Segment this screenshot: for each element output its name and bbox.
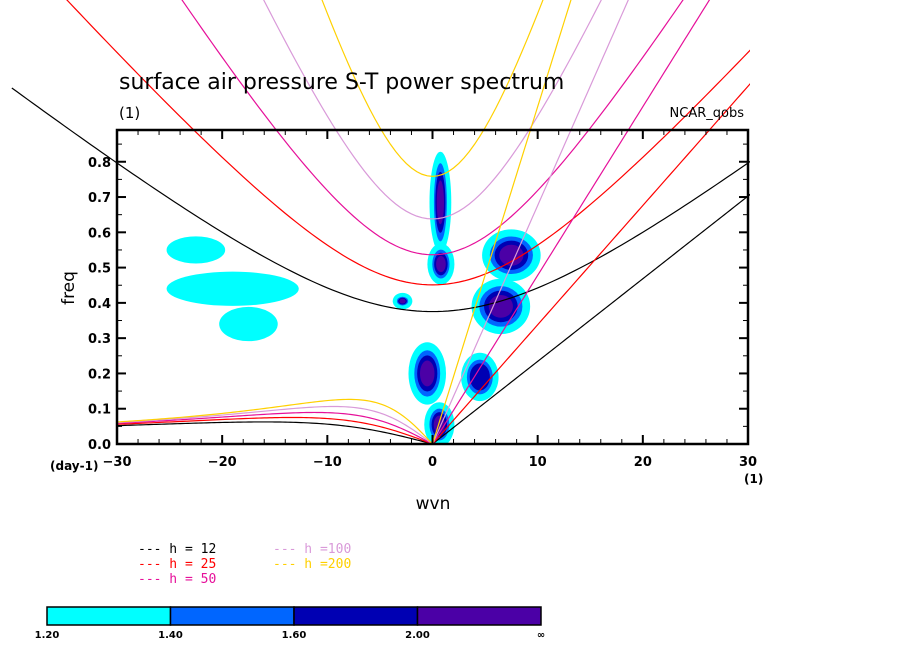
- y-unit-label: (day-1): [50, 459, 98, 473]
- x-tick-label: −30: [103, 455, 132, 470]
- x-tick-label: 10: [529, 455, 547, 470]
- colorbar-swatch: [46, 606, 172, 626]
- colorbar-swatch: [293, 606, 419, 626]
- gravity-curve-100: [263, 0, 602, 220]
- rossby-curve-100: [116, 405, 433, 445]
- colorbar-label: ∞: [537, 630, 545, 641]
- kelvin-curve-200: [431, 0, 572, 445]
- x-axis-label: wvn: [416, 494, 451, 514]
- gravity-curve-25: [66, 0, 750, 286]
- spectral-contour-wvn-3-blob: [399, 298, 406, 304]
- colorbar: 1.20 1.40 1.60 2.00 ∞: [35, 606, 545, 641]
- y-tick-label: 0.0: [88, 438, 111, 453]
- legend-item: --- h = 50: [138, 572, 216, 587]
- gravity-curve-200: [321, 0, 544, 177]
- legend-item: --- h = 25: [138, 557, 216, 572]
- colorbar-swatch: [169, 606, 295, 626]
- gravity-curve-12: [11, 87, 750, 313]
- y-tick-label: 0.8: [88, 156, 111, 171]
- legend: --- h = 12--- h = 25--- h = 50 --- h =100…: [138, 542, 351, 587]
- colorbar-label: 2.00: [405, 630, 430, 641]
- x-tick-label: 20: [634, 455, 652, 470]
- rossby-curve-25: [116, 416, 433, 445]
- spectral-contour-west-band-3: [166, 236, 226, 264]
- kelvin-curve-50: [431, 0, 711, 445]
- spectral-contour-kelvin-band-1: [499, 244, 524, 266]
- axis-ticks: −30 −20 −10 0 10 20 30 0.0 0.1 0.2 0.3 0.4 0.5 0.6 0.7…: [88, 130, 757, 470]
- y-tick-label: 0.6: [88, 226, 111, 241]
- colorbar-label: 1.60: [282, 630, 307, 641]
- spectral-contour-wvn0-column: [436, 180, 445, 225]
- x-tick-label: −10: [313, 455, 342, 470]
- x-tick-label: −20: [208, 455, 237, 470]
- y-tick-label: 0.2: [88, 367, 111, 382]
- chart-title: surface air pressure S-T power spectrum: [119, 70, 564, 95]
- spectral-contour-west-band-1: [166, 271, 299, 306]
- rossby-curve-50: [116, 411, 433, 445]
- chart-subtitle: (1): [119, 104, 140, 122]
- y-tick-label: 0.4: [88, 297, 111, 312]
- colorbar-swatch: [416, 606, 542, 626]
- gravity-curve-50: [181, 0, 684, 256]
- rossby-curve-200: [116, 398, 433, 445]
- spectral-contour-kelvin-band-2: [488, 295, 513, 318]
- legend-item: --- h = 12: [138, 542, 216, 557]
- y-tick-label: 0.1: [88, 403, 111, 418]
- source-label: NCAR_qobs: [670, 106, 745, 121]
- x-tick-label: 0: [428, 455, 437, 470]
- colorbar-label: 1.20: [35, 630, 60, 641]
- colorbar-label: 1.40: [158, 630, 183, 641]
- dispersion-curves: [11, 0, 750, 445]
- legend-item: --- h =200: [273, 557, 351, 572]
- x-unit-label: (1): [744, 472, 763, 486]
- y-axis-label: freq: [59, 271, 79, 305]
- legend-item: --- h =100: [273, 542, 351, 557]
- y-tick-label: 0.3: [88, 332, 111, 347]
- kelvin-curve-25: [432, 83, 750, 445]
- y-tick-label: 0.7: [88, 191, 111, 206]
- spectral-contour-west-band-2: [219, 306, 278, 342]
- x-tick-label: 30: [739, 455, 757, 470]
- kelvin-curve-100: [431, 0, 629, 445]
- y-tick-label: 0.5: [88, 262, 111, 277]
- spectral-contour-wvn-1-blob: [419, 360, 435, 387]
- rossby-curve-12: [116, 421, 433, 445]
- spectral-contour-wvn0-mid: [436, 255, 446, 273]
